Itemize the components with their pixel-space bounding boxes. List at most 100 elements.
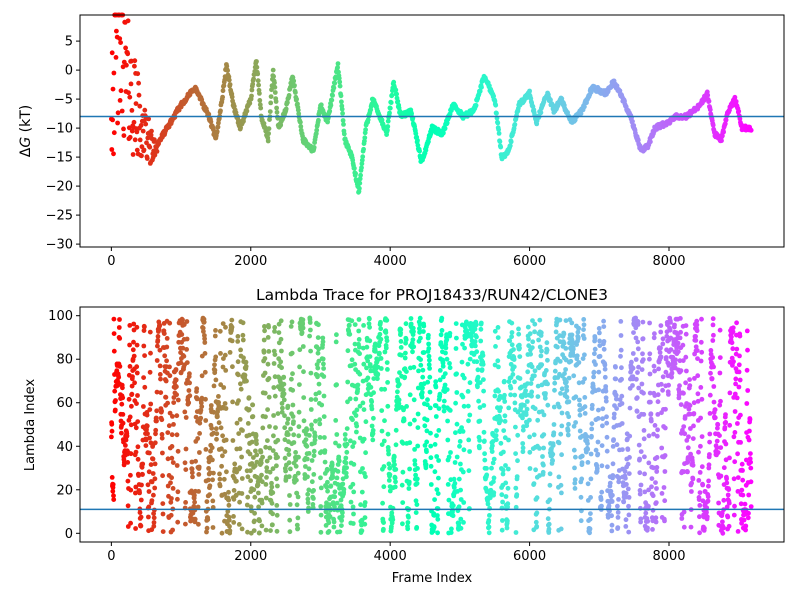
bottom-data-point [577, 428, 583, 434]
bottom-data-point [262, 324, 267, 329]
bottom-data-point [282, 437, 288, 443]
bottom-data-point [373, 349, 378, 354]
bottom-data-point [575, 335, 581, 340]
top-data-point [330, 93, 335, 98]
bottom-data-point [383, 330, 389, 335]
bottom-data-point [413, 510, 419, 515]
bottom-data-point [426, 362, 432, 368]
bottom-data-point [569, 332, 575, 338]
bottom-data-point [715, 450, 721, 455]
bottom-data-point [120, 385, 125, 391]
bottom-data-point [727, 422, 733, 428]
bottom-data-point [638, 482, 644, 488]
bottom-data-point [437, 391, 443, 397]
bottom-data-point [683, 380, 688, 386]
bottom-data-point [645, 525, 650, 531]
bottom-data-point [110, 488, 116, 494]
bottom-data-point [436, 475, 441, 481]
bottom-data-point [724, 476, 729, 482]
bottom-data-point [472, 326, 478, 332]
bottom-data-point [321, 393, 327, 399]
bottom-data-point [523, 388, 528, 394]
bottom-data-point [699, 434, 705, 439]
bottom-data-point [480, 353, 486, 358]
bottom-data-point [344, 441, 350, 447]
bottom-data-point [365, 358, 371, 364]
bottom-data-point [647, 351, 653, 357]
bottom-data-point [351, 489, 357, 495]
bottom-data-point [212, 333, 218, 339]
bottom-data-point [656, 366, 661, 372]
bottom-data-point [680, 427, 685, 433]
top-data-point [124, 62, 129, 68]
bottom-data-point [368, 364, 373, 369]
bottom-data-point [641, 412, 647, 417]
bottom-data-point [564, 379, 569, 385]
bottom-data-point [621, 499, 627, 505]
bottom-data-point [436, 458, 441, 463]
bottom-data-point [217, 476, 223, 482]
top-data-point [393, 87, 399, 93]
bottom-data-point [290, 387, 296, 393]
bottom-data-point [493, 433, 499, 438]
bottom-data-point [297, 382, 302, 387]
bottom-data-point [306, 451, 312, 456]
top-data-point [357, 176, 363, 182]
top-y-label-prefix: Δ [18, 147, 34, 157]
bottom-data-point [725, 514, 731, 520]
top-data-point [722, 121, 728, 127]
bottom-data-point [365, 375, 371, 381]
bottom-data-point [724, 480, 730, 486]
bottom-data-point [309, 426, 315, 432]
bottom-data-point [218, 351, 223, 356]
bottom-data-point [280, 405, 285, 411]
bottom-data-point [517, 345, 522, 351]
bottom-data-point [237, 499, 243, 505]
bottom-data-point [164, 358, 170, 364]
bottom-data-point [350, 504, 356, 510]
bottom-data-point [660, 341, 666, 347]
bottom-data-point [655, 399, 661, 405]
bottom-data-point [646, 487, 651, 493]
bottom-data-point [128, 422, 134, 428]
bottom-data-point [197, 450, 202, 455]
top-data-point [527, 88, 532, 94]
bottom-data-point [711, 399, 717, 405]
bottom-data-point [706, 478, 711, 484]
bottom-data-point [344, 449, 350, 455]
bottom-data-point [112, 407, 118, 413]
top-data-point [154, 149, 160, 154]
bottom-data-point [245, 474, 251, 480]
bottom-data-point [198, 407, 204, 413]
bottom-data-point [324, 484, 330, 490]
bottom-data-point [443, 345, 449, 351]
top-data-point [477, 88, 483, 94]
bottom-data-point [308, 397, 314, 402]
top-data-point [733, 99, 739, 104]
bottom-data-point [291, 432, 297, 438]
bottom-data-point [435, 516, 441, 522]
bottom-data-point [236, 431, 242, 436]
top-data-point [336, 69, 341, 75]
bottom-data-point [332, 504, 337, 510]
top-data-point [225, 68, 231, 73]
bottom-data-point [748, 479, 754, 485]
bottom-data-point [383, 345, 389, 351]
top-data-point [227, 82, 233, 87]
bottom-data-point [482, 438, 487, 444]
bottom-data-point [502, 399, 508, 404]
bottom-data-point [508, 385, 514, 391]
bottom-data-point [433, 379, 439, 384]
bottom-data-point [178, 360, 184, 366]
bottom-data-point [490, 443, 495, 449]
top-data-point [172, 114, 178, 120]
bottom-data-point [192, 499, 198, 505]
bottom-data-point [367, 338, 373, 344]
bottom-data-point [433, 414, 439, 419]
bottom-data-point [459, 425, 464, 430]
bottom-data-point [502, 413, 508, 419]
bottom-data-point [487, 513, 492, 518]
bottom-data-point [318, 504, 324, 509]
bottom-data-point [450, 513, 456, 519]
bottom-data-point [585, 460, 591, 465]
